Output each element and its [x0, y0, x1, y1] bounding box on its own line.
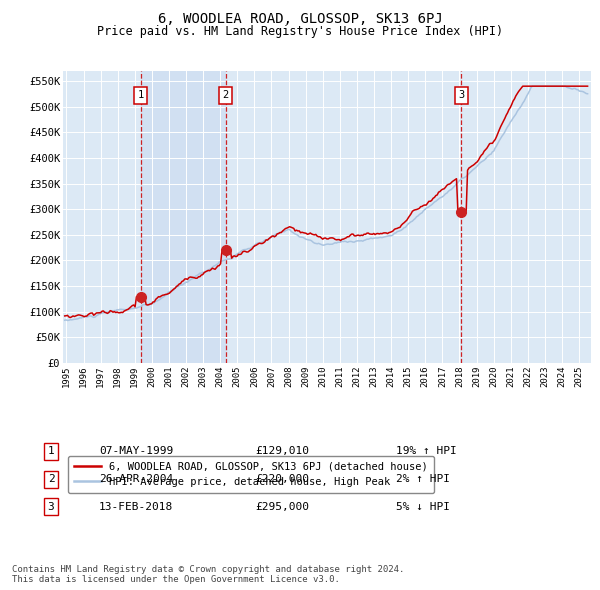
- Text: 3: 3: [458, 90, 464, 100]
- Text: £220,000: £220,000: [255, 474, 309, 484]
- Text: 1: 1: [137, 90, 144, 100]
- Text: 19% ↑ HPI: 19% ↑ HPI: [396, 447, 457, 456]
- Text: 07-MAY-1999: 07-MAY-1999: [99, 447, 173, 456]
- Text: £295,000: £295,000: [255, 502, 309, 512]
- Text: 5% ↓ HPI: 5% ↓ HPI: [396, 502, 450, 512]
- Text: 13-FEB-2018: 13-FEB-2018: [99, 502, 173, 512]
- Text: 26-APR-2004: 26-APR-2004: [99, 474, 173, 484]
- Text: 1: 1: [47, 447, 55, 456]
- Text: 2: 2: [47, 474, 55, 484]
- Text: £129,010: £129,010: [255, 447, 309, 456]
- Text: 6, WOODLEA ROAD, GLOSSOP, SK13 6PJ: 6, WOODLEA ROAD, GLOSSOP, SK13 6PJ: [158, 12, 442, 26]
- Text: Contains HM Land Registry data © Crown copyright and database right 2024.
This d: Contains HM Land Registry data © Crown c…: [12, 565, 404, 584]
- Legend: 6, WOODLEA ROAD, GLOSSOP, SK13 6PJ (detached house), HPI: Average price, detache: 6, WOODLEA ROAD, GLOSSOP, SK13 6PJ (deta…: [68, 455, 434, 493]
- Text: Price paid vs. HM Land Registry's House Price Index (HPI): Price paid vs. HM Land Registry's House …: [97, 25, 503, 38]
- Text: 3: 3: [47, 502, 55, 512]
- Bar: [141, 71, 226, 363]
- Text: 2: 2: [223, 90, 229, 100]
- Text: 2% ↑ HPI: 2% ↑ HPI: [396, 474, 450, 484]
